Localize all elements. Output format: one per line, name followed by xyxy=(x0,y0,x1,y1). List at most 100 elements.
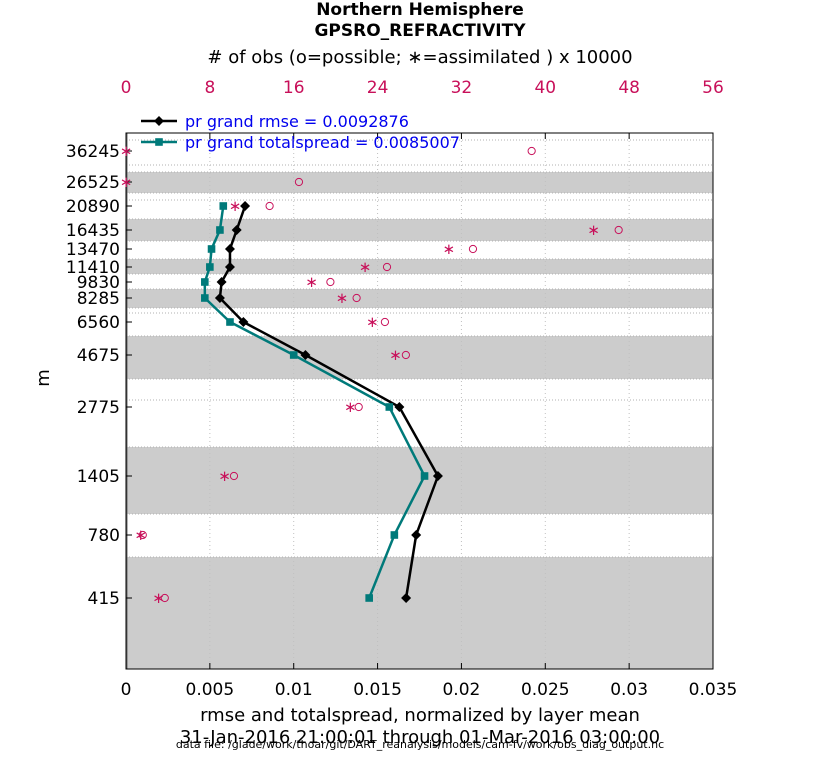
obs-possible-marker xyxy=(382,262,392,272)
gridlines xyxy=(126,133,713,669)
y-tick-label: 6560 xyxy=(77,313,120,333)
legend-label: pr grand rmse = 0.0092876 xyxy=(185,112,409,131)
series-point xyxy=(201,278,209,286)
top-tick-label: 24 xyxy=(367,78,389,98)
obs-assimilated-marker: ∗ xyxy=(218,467,231,485)
obs-possible-marker xyxy=(294,177,304,187)
obs-possible-marker xyxy=(401,350,410,360)
top-tick-label: 56 xyxy=(702,78,724,98)
series-point xyxy=(224,244,235,254)
series-point xyxy=(207,245,216,253)
obs-assimilated-marker: ∗ xyxy=(229,197,242,215)
top-tick-label: 48 xyxy=(618,78,640,98)
x-tick-label: 0.015 xyxy=(353,680,402,700)
x-tick-label: 0.02 xyxy=(442,680,480,700)
top-tick-label: 16 xyxy=(283,78,305,98)
series-point xyxy=(219,202,228,210)
y-tick-label: 26525 xyxy=(66,173,120,193)
x-tick-label: 0.005 xyxy=(186,680,235,700)
shaded-band xyxy=(126,289,713,308)
legend: pr grand rmse = 0.0092876 pr grand totals… xyxy=(141,112,460,152)
top-tick-label: 0 xyxy=(121,78,132,98)
series-point xyxy=(390,531,399,539)
obs-possible-marker xyxy=(354,402,363,412)
top-tick-label: 40 xyxy=(534,78,556,98)
y-tick-label: 4675 xyxy=(77,346,120,366)
series-point xyxy=(420,472,429,480)
top-axis-ticks: 0 8 16 24 32 40 48 56 xyxy=(121,78,724,139)
series-point xyxy=(432,471,443,481)
y-tick-label: 415 xyxy=(88,589,120,609)
obs-assimilated-marker: ∗ xyxy=(305,273,318,291)
series-point xyxy=(216,277,227,287)
series-point xyxy=(206,263,214,271)
shaded-band xyxy=(126,336,713,379)
obs-assimilated-marker: ∗ xyxy=(336,289,349,307)
y-tick-label: 36245 xyxy=(66,142,120,162)
series-point xyxy=(231,225,242,235)
y-tick-label: 11410 xyxy=(66,258,120,278)
obs-assimilated-marker: ∗ xyxy=(120,173,133,191)
x-axis-label: rmse and totalspread, normalized by laye… xyxy=(200,705,640,726)
obs-possible-marker xyxy=(527,146,536,156)
obs-possible-marker xyxy=(265,201,274,211)
series-point xyxy=(365,594,373,602)
chart-title: Northern Hemisphere xyxy=(316,0,524,20)
series-point xyxy=(240,201,251,211)
obs-possible-marker xyxy=(352,293,361,303)
y-tick-label: 16435 xyxy=(66,221,120,241)
series-point xyxy=(394,402,405,412)
series-point xyxy=(300,350,311,360)
series-point xyxy=(411,530,422,540)
series-point xyxy=(226,318,234,326)
x-tick-label: 0.025 xyxy=(521,680,570,700)
y-tick-label: 20890 xyxy=(66,197,120,217)
series-point xyxy=(216,226,224,234)
obs-assimilated-marker: ∗ xyxy=(120,142,133,160)
series-point xyxy=(385,403,394,411)
y-tick-label: 8285 xyxy=(77,289,120,309)
x-tick-label: 0.01 xyxy=(275,680,313,700)
plot-frame xyxy=(125,132,714,670)
obs-assimilated-marker: ∗ xyxy=(587,221,600,239)
obs-assimilated-marker: ∗ xyxy=(152,589,165,607)
obs-assimilated-marker: ∗ xyxy=(443,240,456,258)
obs-count-markers: ∗ ∗ ∗ ∗ ∗ ∗ ∗ ∗ ∗ ∗ ∗ ∗ ∗ ∗ xyxy=(120,142,623,607)
x-tick-label: 0.03 xyxy=(610,680,648,700)
shaded-band xyxy=(126,447,713,514)
series-point xyxy=(238,317,249,327)
x-tick-label: 0 xyxy=(121,680,132,700)
shaded-band xyxy=(126,219,713,241)
series-point xyxy=(401,593,412,603)
obs-possible-marker xyxy=(229,471,239,481)
footer-data-file: data file: /glade/work/thoar/git/DART_re… xyxy=(176,738,664,751)
y-tick-label: 13470 xyxy=(66,240,120,260)
obs-assimilated-marker: ∗ xyxy=(366,313,379,331)
shaded-band xyxy=(126,557,713,669)
obs-assimilated-marker: ∗ xyxy=(359,258,372,276)
y-axis-label: m xyxy=(33,369,54,387)
x-axis-ticks: 0 0.005 0.01 0.015 0.02 0.025 0.03 0.035 xyxy=(121,663,738,700)
shaded-bands xyxy=(126,172,713,669)
chart-subtitle: GPSRO_REFRACTIVITY xyxy=(314,21,526,41)
date-range: 31-Jan-2016 21:00:01 through 01-Mar-2016… xyxy=(180,727,660,748)
obs-possible-marker xyxy=(468,244,478,254)
shaded-band xyxy=(126,259,713,274)
x-tick-label: 0.035 xyxy=(689,680,738,700)
legend-label: pr grand totalspread = 0.0085007 xyxy=(185,133,460,152)
legend-marker xyxy=(155,138,163,146)
top-axis-label: # of obs (o=possible; ∗=assimilated ) x … xyxy=(207,47,632,68)
series-point xyxy=(201,294,209,302)
top-tick-label: 32 xyxy=(451,78,473,98)
y-tick-label: 1405 xyxy=(77,467,120,487)
obs-possible-marker xyxy=(614,225,623,235)
obs-possible-marker xyxy=(380,317,390,327)
y-tick-label: 9830 xyxy=(77,273,120,293)
series-point xyxy=(214,293,225,303)
series-lines xyxy=(201,201,443,603)
obs-possible-marker xyxy=(160,593,169,603)
obs-assimilated-marker: ∗ xyxy=(134,526,147,544)
obs-assimilated-marker: ∗ xyxy=(389,346,402,364)
